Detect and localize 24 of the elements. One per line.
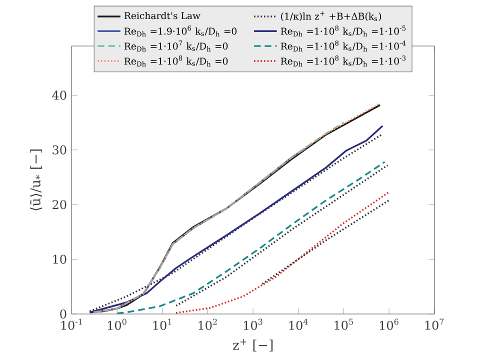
- y-tick-label: 20: [52, 200, 66, 209]
- legend-label: Reichardt's Law: [124, 12, 200, 20]
- text: Re$_{Dh}$ =1·10$^{8}$ k$_{s}$/D$_{h}$ =1·10$^{-5}$: [280, 25, 406, 36]
- x-tick-label: 10$^{1}$: [153, 318, 172, 330]
- y-tick-label: 10: [53, 254, 66, 264]
- legend-label: (1/κ)ln z$^{+}$ +B+ΔB(k$_{s}$): [281, 11, 382, 21]
- x-tick-label: 10$^{6}$: [380, 318, 398, 330]
- x-tick-label: 10$^{0}$: [108, 318, 126, 330]
- x-tick-label: 10$^{-1}$: [61, 318, 82, 330]
- text: Re$_{Dh}$ =1.9·10$^{6}$ k$_{s}$/D$_{h}$ =0: [124, 25, 237, 36]
- x-tick-label: 10$^{4}$: [289, 318, 308, 330]
- text: Re$_{Dh}$ =1·10$^{8}$ k$_{s}$/D$_{h}$ =1·10$^{-4}$: [280, 40, 406, 52]
- y-tick-label: 30: [52, 145, 66, 154]
- y-tick-label: 0: [60, 309, 66, 318]
- x-tick-label: 10$^{7}$: [425, 318, 444, 330]
- x-axis-title: z$^{+}$ [−]: [232, 338, 273, 352]
- y-axis-title: ⟨ū⟩/u$_{*}$ [−]: [30, 149, 42, 210]
- x-tick-label: 10$^{5}$: [334, 318, 353, 330]
- text: Re$_{Dh}$ =1·10$^{7}$ k$_{s}$/D$_{h}$ =0: [124, 40, 228, 52]
- x-tick-label: 10$^{3}$: [244, 318, 262, 330]
- y-tick-label: 40: [52, 90, 66, 100]
- text: Re$_{Dh}$ =1·10$^{8}$ k$_{s}$/D$_{h}$ =0: [124, 55, 228, 66]
- text: Re$_{Dh}$ =1·10$^{8}$ k$_{s}$/D$_{h}$ =1·10$^{-3}$: [280, 55, 406, 66]
- x-tick-label: 10$^{2}$: [198, 318, 217, 330]
